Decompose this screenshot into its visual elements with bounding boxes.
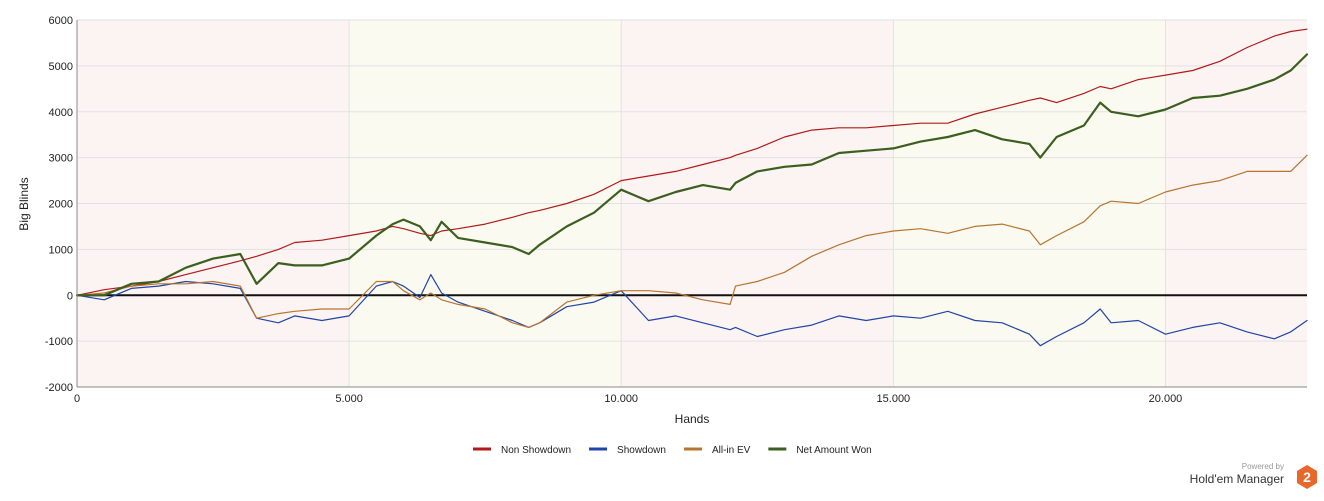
y-tick-label: 0 <box>67 290 73 302</box>
legend-label: Showdown <box>617 445 666 456</box>
y-tick-label: 5000 <box>49 61 73 73</box>
y-tick-label: 4000 <box>49 107 73 119</box>
y-tick-label: -2000 <box>45 382 73 394</box>
legend: Non Showdown Showdown All-in EV Net Amount … <box>473 445 872 456</box>
legend-item: Showdown <box>589 445 666 456</box>
y-axis-title: Big Blinds <box>17 177 31 230</box>
y-tick-labels: -2000 -1000 0 1000 2000 3000 4000 5000 6000 <box>45 15 73 394</box>
x-tick-label: 0 <box>74 393 80 405</box>
y-tick-label: 6000 <box>49 15 73 27</box>
hem2-logo-icon: 2 <box>1297 465 1317 489</box>
y-tick-label: -1000 <box>45 336 73 348</box>
series-line-non-showdown <box>76 28 1308 296</box>
brand-name: Hold'em Manager <box>1189 472 1284 486</box>
axes <box>76 20 1307 388</box>
series-line-net-amount-won <box>75 53 1309 297</box>
series-lines <box>75 28 1309 347</box>
y-tick-label: 2000 <box>49 199 73 211</box>
legend-label: Non Showdown <box>501 445 571 456</box>
y-tick-label: 1000 <box>49 244 73 256</box>
legend-label: Net Amount Won <box>796 445 871 456</box>
x-tick-label: 20.000 <box>1149 393 1183 405</box>
x-tick-label: 5.000 <box>335 393 363 405</box>
brand-powered-label: Powered by <box>1241 462 1284 471</box>
x-tick-label: 10.000 <box>604 393 638 405</box>
svg-text:2: 2 <box>1303 469 1311 485</box>
legend-item: Net Amount Won <box>768 445 872 456</box>
x-tick-labels: 0 5.000 10.000 15.000 20.000 <box>74 393 1182 405</box>
legend-label: All-in EV <box>712 445 751 456</box>
series-line-all-in-ev <box>76 154 1308 328</box>
brand: Powered by Hold'em Manager 2 <box>1178 462 1318 492</box>
legend-item: Non Showdown <box>473 445 571 456</box>
series-line-showdown <box>76 274 1308 347</box>
y-tick-label: 3000 <box>49 153 73 165</box>
legend-item: All-in EV <box>683 445 751 456</box>
x-axis-title: Hands <box>675 412 710 426</box>
x-tick-label: 15.000 <box>877 393 911 405</box>
